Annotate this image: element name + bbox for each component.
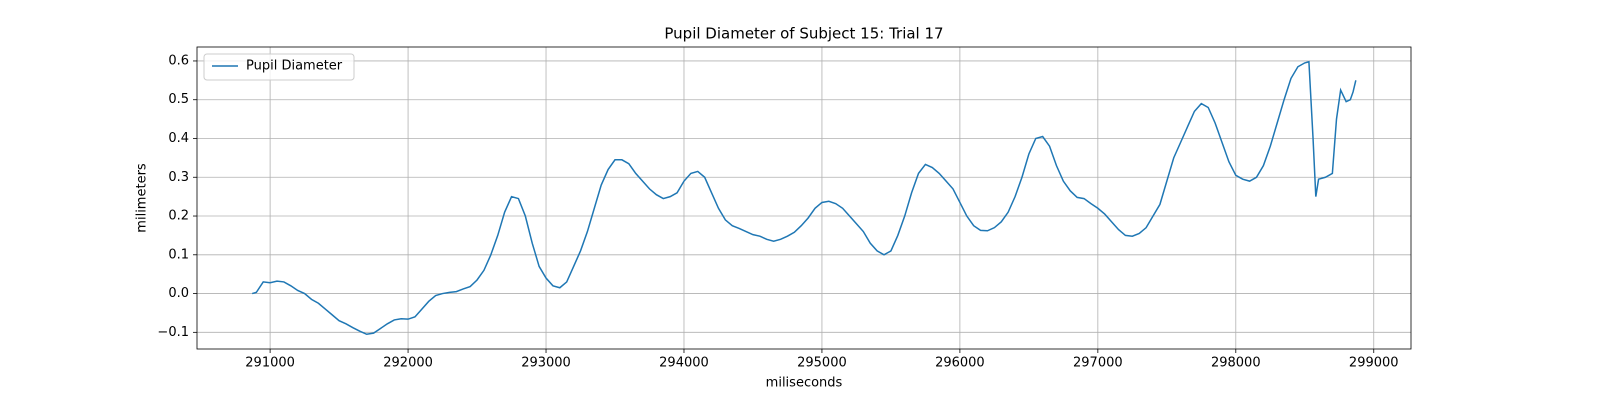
x-tick-label: 294000 (659, 356, 709, 371)
y-tick-label: 0.1 (168, 247, 189, 262)
x-tick-label: 298000 (1211, 356, 1261, 371)
x-tick-label: 296000 (935, 356, 985, 371)
y-tick-label: 0.2 (168, 209, 189, 224)
legend-label: Pupil Diameter (246, 59, 343, 74)
y-tick-label: 0.3 (168, 170, 189, 185)
y-tick-label: 0.6 (168, 53, 189, 68)
x-tick-label: 292000 (383, 356, 433, 371)
chart-title: Pupil Diameter of Subject 15: Trial 17 (664, 25, 943, 43)
x-tick-label: 291000 (245, 356, 295, 371)
x-tick-label: 295000 (797, 356, 847, 371)
data-line (251, 60, 1357, 336)
y-tick-label: 0.4 (168, 131, 189, 146)
y-tick-label: −0.1 (157, 325, 189, 340)
x-tick-label: 293000 (521, 356, 571, 371)
x-tick-label: 299000 (1349, 356, 1399, 371)
y-tick-label: 0.0 (168, 286, 189, 301)
legend-box (203, 53, 355, 81)
y-tick-label: 0.5 (168, 92, 189, 107)
y-axis-label: milimeters (135, 163, 150, 233)
x-tick-label: 297000 (1073, 356, 1123, 371)
x-axis-label: miliseconds (766, 376, 843, 391)
axes-frame (196, 46, 1412, 350)
